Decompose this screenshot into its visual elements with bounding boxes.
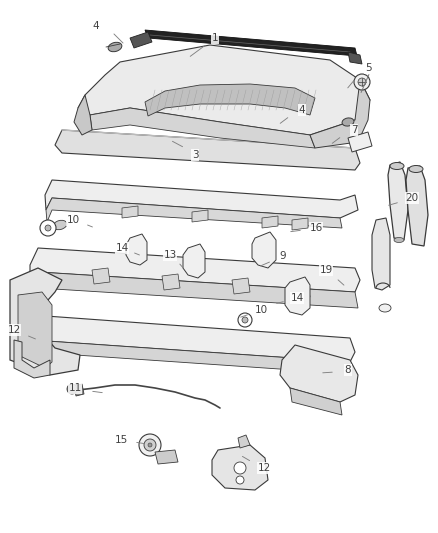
Ellipse shape [409, 166, 423, 173]
Circle shape [242, 317, 248, 323]
Polygon shape [30, 272, 358, 308]
Polygon shape [18, 292, 52, 368]
Polygon shape [280, 345, 358, 402]
Text: 14: 14 [290, 293, 304, 303]
Text: 13: 13 [163, 250, 177, 260]
Text: 20: 20 [406, 193, 419, 203]
Polygon shape [238, 435, 250, 448]
Text: 8: 8 [345, 365, 351, 375]
Text: 7: 7 [351, 125, 357, 135]
Polygon shape [74, 95, 92, 135]
Polygon shape [406, 166, 428, 246]
Text: 3: 3 [192, 150, 198, 160]
Polygon shape [145, 30, 357, 56]
Circle shape [45, 225, 51, 231]
Polygon shape [348, 132, 372, 152]
Polygon shape [310, 80, 370, 148]
Polygon shape [126, 234, 147, 265]
Text: 1: 1 [212, 33, 218, 43]
Polygon shape [90, 108, 315, 148]
Polygon shape [290, 388, 342, 415]
Text: 11: 11 [68, 383, 81, 393]
Polygon shape [292, 218, 308, 230]
Polygon shape [92, 268, 110, 284]
Text: 15: 15 [114, 435, 127, 445]
Polygon shape [78, 45, 370, 135]
Ellipse shape [342, 118, 354, 126]
Circle shape [354, 74, 370, 90]
Circle shape [67, 384, 77, 394]
Text: 14: 14 [115, 243, 129, 253]
Polygon shape [55, 130, 360, 170]
Polygon shape [212, 445, 268, 490]
Polygon shape [388, 162, 408, 240]
Ellipse shape [108, 42, 122, 52]
Polygon shape [252, 232, 276, 268]
Polygon shape [130, 32, 152, 48]
Circle shape [40, 220, 56, 236]
Polygon shape [46, 198, 342, 228]
Polygon shape [30, 248, 360, 292]
Text: 12: 12 [7, 325, 21, 335]
Text: 4: 4 [93, 21, 99, 31]
Polygon shape [145, 84, 315, 116]
Polygon shape [183, 244, 205, 278]
Text: 4: 4 [299, 105, 305, 115]
Ellipse shape [394, 238, 404, 243]
Polygon shape [14, 340, 50, 378]
Text: 12: 12 [258, 463, 271, 473]
Polygon shape [10, 268, 80, 375]
Polygon shape [25, 340, 352, 374]
Polygon shape [285, 277, 310, 315]
Polygon shape [25, 315, 355, 362]
Circle shape [148, 443, 152, 447]
Polygon shape [162, 274, 180, 290]
Polygon shape [155, 450, 178, 464]
Text: 10: 10 [67, 215, 80, 225]
Polygon shape [45, 180, 358, 218]
Ellipse shape [379, 304, 391, 312]
Polygon shape [74, 384, 84, 396]
Text: 9: 9 [280, 251, 286, 261]
Circle shape [234, 462, 246, 474]
Polygon shape [122, 206, 138, 218]
Polygon shape [292, 283, 310, 299]
Polygon shape [262, 216, 278, 228]
Polygon shape [348, 52, 362, 64]
Polygon shape [372, 218, 390, 290]
Circle shape [238, 313, 252, 327]
Circle shape [236, 476, 244, 484]
Text: 19: 19 [319, 265, 332, 275]
Text: 5: 5 [365, 63, 371, 73]
Polygon shape [232, 278, 250, 294]
Circle shape [144, 439, 156, 451]
Ellipse shape [390, 163, 404, 169]
Text: 16: 16 [309, 223, 323, 233]
Circle shape [358, 78, 366, 86]
Ellipse shape [53, 220, 67, 230]
Polygon shape [192, 210, 208, 222]
Text: 10: 10 [254, 305, 268, 315]
Circle shape [139, 434, 161, 456]
